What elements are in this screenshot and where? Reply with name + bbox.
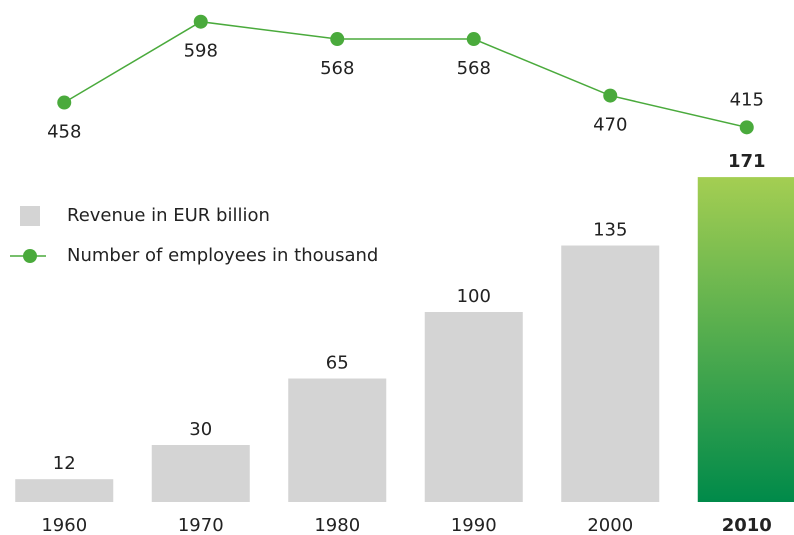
line-value-label: 458 <box>47 122 81 143</box>
bar-value-label: 171 <box>728 151 766 172</box>
x-tick-label: 1990 <box>451 515 497 535</box>
bar <box>288 378 387 502</box>
line-value-label: 470 <box>593 115 627 136</box>
line-value-label: 415 <box>730 89 764 110</box>
line-point <box>193 14 208 29</box>
bar-value-label: 135 <box>593 220 627 241</box>
line-value-label: 568 <box>457 58 491 79</box>
line-value-label: 598 <box>184 41 218 62</box>
bar <box>151 445 250 502</box>
bar-value-label: 30 <box>189 419 212 440</box>
line-point <box>739 120 754 135</box>
line-point <box>330 32 345 47</box>
line-point <box>466 32 481 47</box>
legend-label: Number of employees in thousand <box>67 245 378 266</box>
bar <box>15 479 114 502</box>
x-tick-label: 2010 <box>722 515 772 535</box>
bar-value-label: 100 <box>457 286 491 307</box>
legend-swatch-bar <box>20 206 40 226</box>
legend-label: Revenue in EUR billion <box>67 205 270 226</box>
x-tick-label: 1960 <box>41 515 87 535</box>
line <box>63 20 747 129</box>
bar <box>697 177 794 502</box>
x-tick-label: 1970 <box>178 515 224 535</box>
legend-swatch-dot <box>23 249 37 263</box>
line-value-label: 568 <box>320 58 354 79</box>
bar <box>561 245 660 502</box>
line-point <box>57 95 72 110</box>
bar-value-label: 12 <box>53 453 76 474</box>
line-point <box>603 88 618 103</box>
x-tick-label: 1980 <box>314 515 360 535</box>
bar-value-label: 65 <box>326 353 349 374</box>
bar <box>424 312 523 502</box>
x-tick-label: 2000 <box>587 515 633 535</box>
